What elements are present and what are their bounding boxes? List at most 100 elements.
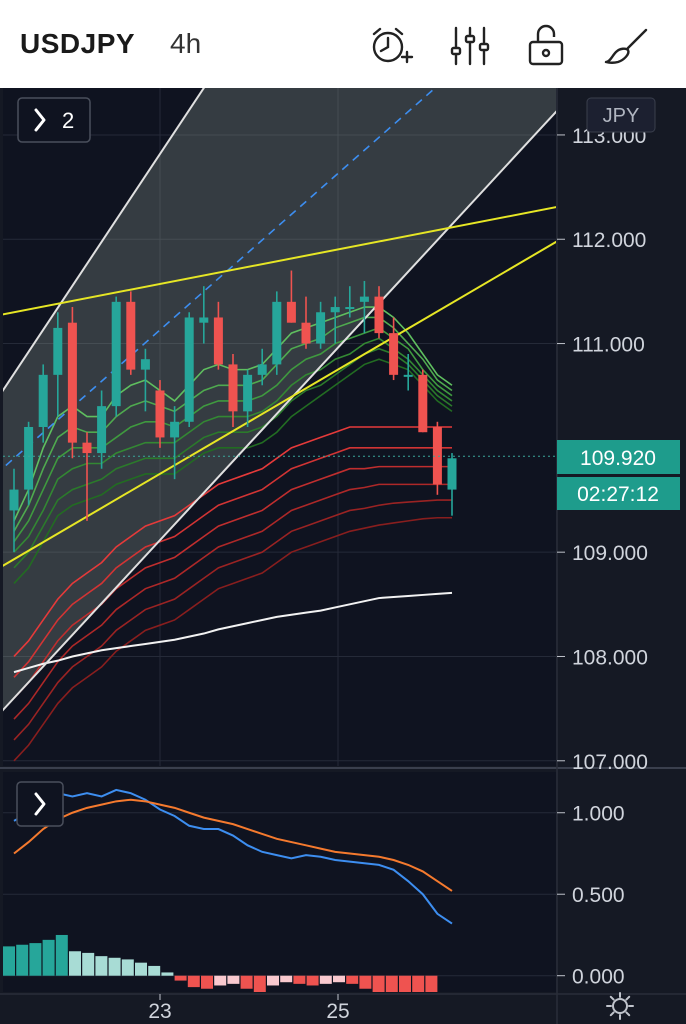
price-tick-label: 108.000	[572, 646, 648, 669]
candle-body	[403, 374, 413, 377]
macd-histogram-bar	[55, 934, 68, 976]
trendline-channel-mid[interactable]	[0, 88, 569, 484]
candle-body	[126, 301, 136, 370]
macd-histogram-bar	[201, 975, 213, 989]
macd-pane-bg	[3, 772, 556, 992]
candle-body	[286, 301, 296, 323]
candle-body	[38, 374, 48, 427]
signal-line	[13, 798, 453, 892]
candle-body	[24, 427, 34, 490]
candle-body	[53, 327, 63, 375]
ma-red-line	[13, 426, 452, 658]
price-tick-label: 109.000	[572, 542, 648, 565]
countdown-label: 02:27:12	[557, 477, 680, 510]
settings-icon[interactable]	[606, 992, 634, 1020]
macd-histogram-bar	[108, 957, 121, 976]
candle-body	[155, 390, 165, 438]
candle-body	[213, 317, 223, 365]
time-axis[interactable]: 23 25	[148, 994, 350, 1023]
ma-red-line	[13, 516, 452, 762]
unlock-icon[interactable]	[524, 22, 572, 70]
trendline-channel-upper[interactable]	[0, 88, 569, 418]
macd-histogram-bar	[121, 959, 134, 976]
candle-body	[301, 322, 311, 344]
ma-red-line	[13, 465, 452, 699]
macd-pane	[3, 772, 556, 992]
price-tick-label: 107.000	[572, 751, 648, 774]
candle-body	[97, 406, 107, 454]
ma-red-line	[13, 499, 452, 741]
macd-histogram-bar	[95, 956, 108, 976]
macd-histogram-bar	[227, 975, 240, 984]
macd-histogram-bar	[346, 975, 359, 984]
candle-body	[67, 322, 77, 443]
macd-histogram-bar	[148, 965, 161, 976]
candle-body	[9, 489, 19, 511]
indicator-settings-icon[interactable]	[446, 22, 494, 70]
chevron-right-icon	[34, 792, 46, 816]
macd-histogram-bar	[425, 975, 438, 992]
alarm-add-icon[interactable]	[366, 22, 414, 70]
macd-tick-label: 0.000	[572, 966, 625, 989]
macd-line	[13, 788, 453, 925]
interval-label[interactable]: 4h	[170, 28, 202, 59]
time-tick-label: 25	[326, 1000, 349, 1023]
trendline-channel-lower[interactable]	[0, 98, 569, 730]
chevron-right-icon	[34, 108, 46, 132]
toolbar: USDJPY 4h	[0, 0, 686, 89]
candle-body	[432, 427, 442, 485]
ma-red-line	[13, 483, 452, 720]
main-pane	[3, 88, 556, 766]
trendline-wedge-lower[interactable]	[0, 234, 569, 576]
macd-histogram-bar	[399, 975, 411, 992]
indicator-count: 2	[62, 108, 74, 133]
candle-body	[389, 333, 399, 375]
symbol-label[interactable]: USDJPY	[20, 28, 136, 59]
macd-histogram-bar	[69, 951, 81, 976]
macd-histogram-bar	[253, 975, 266, 992]
macd-histogram-bar	[161, 972, 174, 976]
macd-histogram-bar	[135, 962, 147, 976]
candle-body	[374, 296, 384, 334]
candle-body	[316, 312, 326, 344]
ma-red-line	[13, 447, 452, 678]
candle-body	[345, 307, 355, 310]
macd-histogram-bar	[16, 944, 29, 976]
currency-badge: JPY	[586, 97, 656, 133]
macd-histogram-bar	[412, 975, 425, 992]
candle-body	[272, 301, 282, 365]
candle-body	[228, 364, 238, 412]
price-tick-label: 111.000	[572, 334, 645, 357]
candle-body	[257, 364, 267, 375]
candle-body	[447, 458, 457, 490]
macd-histogram-bar	[359, 975, 372, 989]
price-tick-label: 112.000	[572, 229, 646, 252]
drawing-brush-icon[interactable]	[602, 22, 650, 70]
macd-histogram-bar	[214, 975, 227, 986]
macd-histogram-bar	[29, 943, 42, 976]
macd-histogram-bar	[187, 975, 200, 988]
candle-body	[140, 359, 150, 370]
indicator-toggle-button[interactable]: 2	[17, 97, 91, 143]
macd-histogram-bar	[306, 975, 319, 986]
macd-histogram-bar	[372, 975, 385, 992]
candle-body	[359, 296, 369, 302]
macd-histogram-bar	[174, 975, 187, 981]
macd-toggle-button[interactable]	[16, 781, 64, 827]
candle-body	[199, 317, 209, 323]
currency-label: JPY	[603, 105, 640, 127]
macd-histogram-bar	[240, 975, 253, 989]
candle-body	[418, 374, 428, 433]
chart-area[interactable]: 113.000112.000111.000109.000108.000107.0…	[0, 88, 686, 1024]
trendline-wedge-upper[interactable]	[0, 205, 569, 318]
candlesticks	[9, 270, 457, 553]
macd-tick-label: 1.000	[572, 803, 625, 826]
macd-histogram-bar	[319, 975, 332, 984]
candle-body	[111, 301, 121, 407]
countdown-value: 02:27:12	[577, 483, 659, 506]
macd-histogram-bar	[385, 975, 398, 992]
ma-white-line	[13, 591, 453, 674]
candle-body	[82, 442, 92, 454]
macd-histogram-bar	[293, 975, 306, 984]
trendlines	[0, 88, 569, 730]
